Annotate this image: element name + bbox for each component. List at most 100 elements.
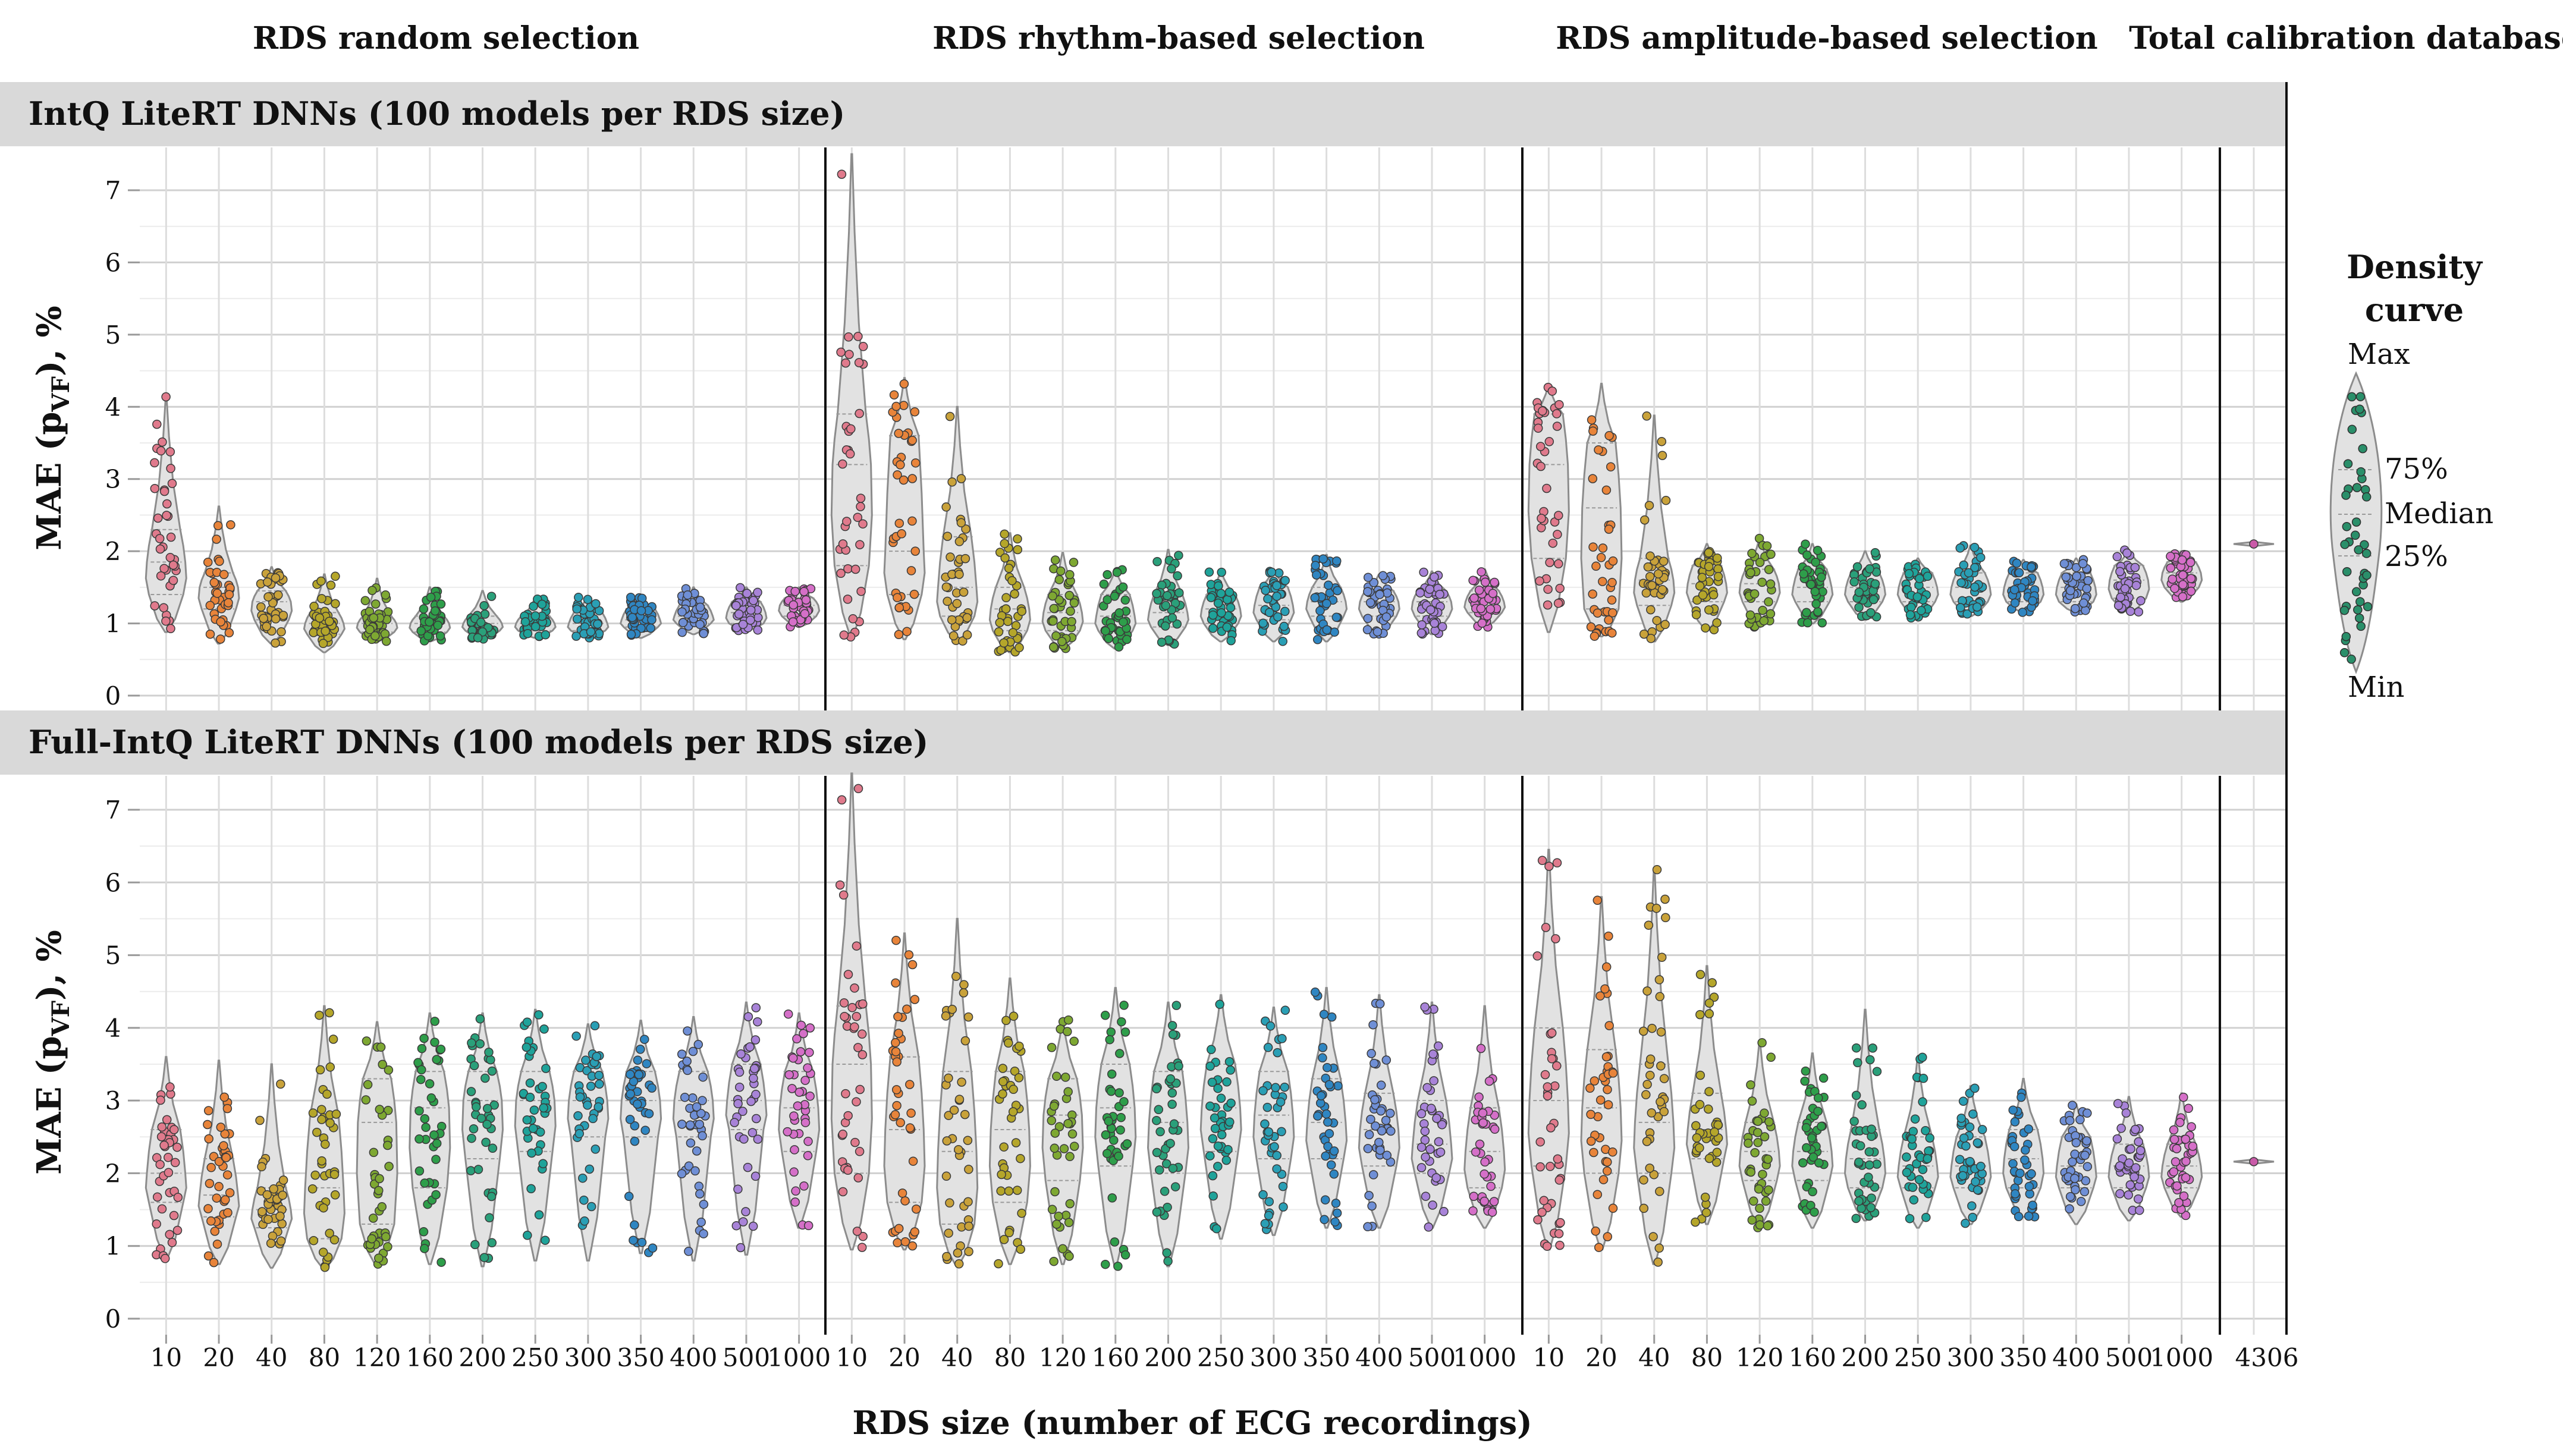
data-point [1313, 1111, 1323, 1121]
x-tick-label: 500 [2105, 1343, 2153, 1372]
data-point [2112, 1134, 2122, 1144]
data-point [1537, 1207, 1547, 1217]
data-point [593, 1102, 603, 1112]
data-point [315, 613, 325, 623]
data-point [1122, 634, 1132, 644]
data-point [944, 1228, 953, 1238]
data-point [1066, 606, 1075, 616]
data-point [959, 988, 969, 998]
data-point [317, 1156, 326, 1166]
data-point [479, 600, 489, 611]
data-point [963, 1012, 973, 1022]
data-point [1004, 1228, 1014, 1238]
data-point [159, 564, 169, 573]
data-point [256, 602, 266, 612]
legend-point [2342, 521, 2352, 532]
data-point [263, 577, 272, 587]
data-point [1764, 565, 1774, 574]
data-point [1311, 561, 1320, 570]
data-point [1016, 1153, 1025, 1163]
data-point [899, 401, 909, 410]
data-point [1607, 628, 1617, 638]
data-point [326, 580, 336, 590]
data-point [647, 615, 657, 625]
data-point [1967, 1201, 1977, 1211]
data-point [960, 1109, 970, 1119]
data-point [583, 1100, 592, 1110]
data-point [216, 634, 225, 644]
x-tick-label: 120 [1039, 1343, 1086, 1372]
data-point [1375, 590, 1384, 599]
data-point [1367, 1201, 1377, 1211]
data-point [1280, 576, 1290, 586]
data-point [1643, 562, 1653, 572]
data-point [2078, 559, 2088, 568]
data-point [1004, 564, 1014, 573]
data-point [734, 609, 744, 619]
data-point [1276, 1097, 1286, 1107]
data-point [1760, 1132, 1770, 1141]
data-point [2080, 1150, 2090, 1160]
data-point [962, 613, 972, 622]
data-point [836, 568, 846, 578]
data-point [858, 1231, 868, 1241]
data-point [1048, 642, 1059, 652]
data-point [1918, 1074, 1928, 1083]
data-point [838, 459, 847, 469]
data-point [1588, 589, 1597, 599]
data-point [1017, 1208, 1026, 1218]
data-point [1000, 553, 1010, 563]
data-point [1054, 1122, 1064, 1131]
data-point [791, 1186, 800, 1196]
data-point [893, 593, 902, 602]
data-point [1975, 552, 1986, 562]
violin [1147, 1001, 1190, 1268]
data-point [1695, 1100, 1705, 1109]
data-point [325, 617, 334, 626]
legend-point [2350, 530, 2360, 540]
x-tick-label: 10 [836, 1343, 868, 1372]
data-point [310, 1170, 320, 1180]
data-point [206, 1163, 216, 1172]
data-point [1968, 1109, 1978, 1119]
data-point [276, 1236, 286, 1246]
x-tick-label: 400 [2052, 1343, 2100, 1372]
data-point [473, 633, 483, 643]
data-point [1116, 1125, 1125, 1135]
data-point [789, 1111, 799, 1121]
x-tick-label: 300 [564, 1343, 612, 1372]
data-point [2083, 1162, 2093, 1171]
data-point [738, 1106, 747, 1117]
data-point [680, 1092, 690, 1102]
data-point [222, 1103, 233, 1114]
data-point [1318, 554, 1328, 564]
data-point [317, 1105, 326, 1114]
data-point [2134, 1137, 2143, 1147]
data-point [1477, 567, 1486, 577]
violin [1580, 382, 1623, 637]
data-point [907, 516, 917, 526]
data-point [941, 582, 951, 592]
data-point [1319, 1010, 1329, 1019]
data-point [1905, 610, 1915, 619]
data-point [1802, 1182, 1812, 1192]
data-point [626, 592, 636, 602]
data-point [2129, 1172, 2139, 1182]
x-tick-label: 1000 [2150, 1343, 2213, 1372]
data-point [1324, 1128, 1334, 1139]
data-point [1554, 1175, 1565, 1185]
data-point [469, 1124, 479, 1134]
data-point [1047, 1116, 1057, 1125]
data-point [309, 1235, 319, 1246]
data-point [2135, 1206, 2144, 1215]
data-point [2116, 592, 2125, 602]
data-point [1654, 1243, 1664, 1253]
data-point [1272, 592, 1282, 601]
data-point [857, 1029, 867, 1039]
data-point [1645, 1054, 1656, 1064]
data-point [1174, 588, 1184, 598]
data-point [212, 1239, 222, 1249]
data-point [1069, 1036, 1079, 1046]
data-point [891, 401, 901, 411]
data-point [375, 1174, 384, 1184]
